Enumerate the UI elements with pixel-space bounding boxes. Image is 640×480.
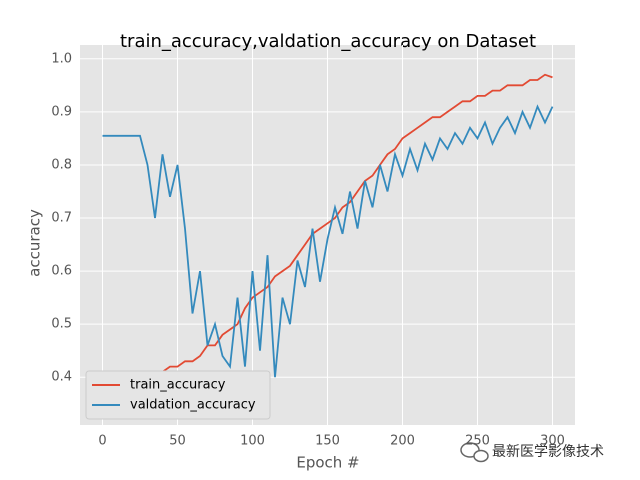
y-tick-label: 0.6 <box>51 264 72 279</box>
x-tick-label: 300 <box>540 434 565 449</box>
legend-box <box>85 370 271 420</box>
y-tick-label: 0.7 <box>51 211 72 226</box>
legend-label: valdation_accuracy <box>130 398 256 413</box>
data-line <box>101 73 553 400</box>
watermark: 最新医学影像技术 <box>492 444 604 460</box>
y-tick-label: 0.4 <box>51 370 72 385</box>
x-tick-label: 50 <box>169 434 186 449</box>
legend: train_accuracy valdation_accuracy <box>85 370 271 420</box>
watermark-icon <box>460 442 489 463</box>
legend-label: train_accuracy <box>130 378 226 393</box>
x-tick-label: 150 <box>315 434 340 449</box>
y-tick-label: 0.5 <box>51 317 72 332</box>
x-tick-label: 100 <box>240 434 265 449</box>
x-axis-label: Epoch # <box>296 454 359 472</box>
y-tick-label: 0.9 <box>51 104 72 119</box>
y-tick-label: 0.8 <box>51 157 72 172</box>
chart-title: train_accuracy,valdation_accuracy on Dat… <box>120 31 536 52</box>
x-tick-label: 0 <box>98 434 106 449</box>
data-line <box>102 104 554 378</box>
x-tick-label: 250 <box>465 434 490 449</box>
x-tick-label: 200 <box>390 434 415 449</box>
y-axis-label: accuracy <box>26 209 44 277</box>
y-tick-label: 1.0 <box>51 51 72 66</box>
